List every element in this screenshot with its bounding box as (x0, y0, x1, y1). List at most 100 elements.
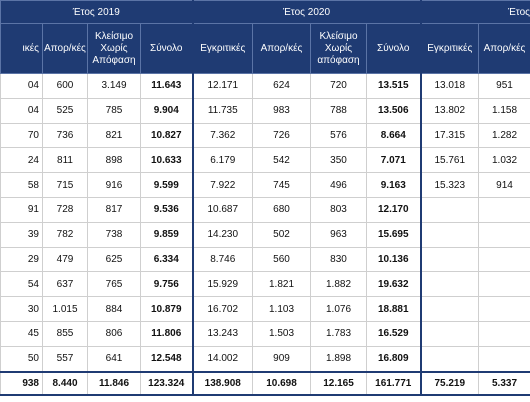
data-row: 04 600 3.149 11.643 12.171 624 720 13.515 13.018… (0, 73, 530, 99)
cell: 11.806 (140, 320, 193, 347)
cell: 58 (0, 172, 43, 198)
cell: 39 (0, 221, 43, 248)
cell: 830 (310, 246, 367, 273)
cell: 1.032 (478, 147, 530, 174)
cell: 576 (310, 122, 367, 149)
cell: 8.664 (366, 122, 421, 149)
cell: 855 (42, 320, 88, 347)
cell: 24 (0, 147, 43, 174)
cell (419, 221, 479, 248)
cell: 821 (87, 122, 141, 149)
cell (478, 196, 530, 223)
cell: 30 (0, 296, 43, 322)
column-header: Σύνολο (140, 23, 193, 74)
column-header: Κλείσιμο Χωρίς Απόφαση (87, 23, 141, 74)
cell: 811 (42, 147, 88, 174)
cell: 909 (252, 345, 311, 373)
cell: 728 (42, 196, 88, 223)
cell: 10.136 (366, 246, 421, 273)
cell: 18.881 (366, 296, 421, 322)
cell (419, 345, 479, 373)
cell: 9.599 (140, 172, 193, 198)
cell: 16.702 (191, 296, 253, 322)
cell: 785 (87, 97, 141, 124)
total-cell: 161.771 (366, 370, 421, 396)
data-row: 70 736 821 10.827 7.362 726 576 8.664 17.315 1.28… (0, 122, 530, 149)
cell: 15.323 (419, 172, 479, 198)
cell: 557 (42, 345, 88, 373)
cell: 1.103 (252, 296, 311, 322)
cell: 13.515 (366, 73, 421, 99)
column-header: Απορ/κές (42, 23, 88, 74)
cell: 14.002 (191, 345, 253, 373)
cell: 10.827 (140, 122, 193, 149)
cell (478, 246, 530, 273)
cell: 9.536 (140, 196, 193, 223)
cell: 13.243 (191, 320, 253, 347)
cell: 16.529 (366, 320, 421, 347)
cell: 9.859 (140, 221, 193, 248)
cell: 13.802 (419, 97, 479, 124)
cell: 15.761 (419, 147, 479, 174)
cell (419, 320, 479, 347)
cell: 3.149 (87, 73, 141, 99)
cell: 715 (42, 172, 88, 198)
data-row: 54 637 765 9.756 15.929 1.821 1.882 19.632 (0, 271, 530, 298)
cell: 9.163 (366, 172, 421, 198)
cell: 12.171 (191, 73, 253, 99)
cell (419, 246, 479, 273)
data-row: 04 525 785 9.904 11.735 983 788 13.506 13.802 1.1… (0, 97, 530, 124)
cell: 8.746 (191, 246, 253, 273)
cell (419, 296, 479, 322)
total-cell: 10.698 (252, 370, 311, 396)
data-row: 50 557 641 12.548 14.002 909 1.898 16.809 (0, 345, 530, 373)
cell: 1.076 (310, 296, 367, 322)
data-row: 29 479 625 6.334 8.746 560 830 10.136 (0, 246, 530, 273)
group-header: Έτος (419, 0, 530, 24)
total-cell: 75.219 (419, 370, 479, 396)
cell: 7.071 (366, 147, 421, 174)
cell: 983 (252, 97, 311, 124)
cell: 15.929 (191, 271, 253, 298)
cell: 29 (0, 246, 43, 273)
cell (478, 320, 530, 347)
cell: 11.643 (140, 73, 193, 99)
cell: 6.179 (191, 147, 253, 174)
cell: 1.898 (310, 345, 367, 373)
group-header: Έτος 2019 (0, 0, 193, 24)
cell: 736 (42, 122, 88, 149)
cell: 951 (478, 73, 530, 99)
cell: 817 (87, 196, 141, 223)
cell: 765 (87, 271, 141, 298)
cell (478, 221, 530, 248)
column-header: Απορ/κές (252, 23, 311, 74)
cell: 19.632 (366, 271, 421, 298)
cell: 479 (42, 246, 88, 273)
cell: 91 (0, 196, 43, 223)
column-header: Σύνολο (366, 23, 421, 74)
cell: 16.809 (366, 345, 421, 373)
data-row: 24 811 898 10.633 6.179 542 350 7.071 15.761 1.03… (0, 147, 530, 174)
cell: 45 (0, 320, 43, 347)
total-cell: 123.324 (140, 370, 193, 396)
cell (419, 196, 479, 223)
cell: 9.756 (140, 271, 193, 298)
data-row: 91 728 817 9.536 10.687 680 803 12.170 (0, 196, 530, 223)
cell: 04 (0, 97, 43, 124)
total-cell: 11.846 (87, 370, 141, 396)
cell: 50 (0, 345, 43, 373)
total-cell: 12.165 (310, 370, 367, 396)
cell: 14.230 (191, 221, 253, 248)
cell: 7.922 (191, 172, 253, 198)
cell: 625 (87, 246, 141, 273)
cell: 502 (252, 221, 311, 248)
group-header-row: Έτος 2019 Έτος 2020 Έτος (0, 0, 530, 24)
cell: 9.904 (140, 97, 193, 124)
cell: 1.158 (478, 97, 530, 124)
cell: 11.735 (191, 97, 253, 124)
cell: 10.687 (191, 196, 253, 223)
cell: 496 (310, 172, 367, 198)
cell: 624 (252, 73, 311, 99)
column-header-row: ικές Απορ/κές Κλείσιμο Χωρίς Απόφαση Σύνολο… (0, 23, 530, 74)
